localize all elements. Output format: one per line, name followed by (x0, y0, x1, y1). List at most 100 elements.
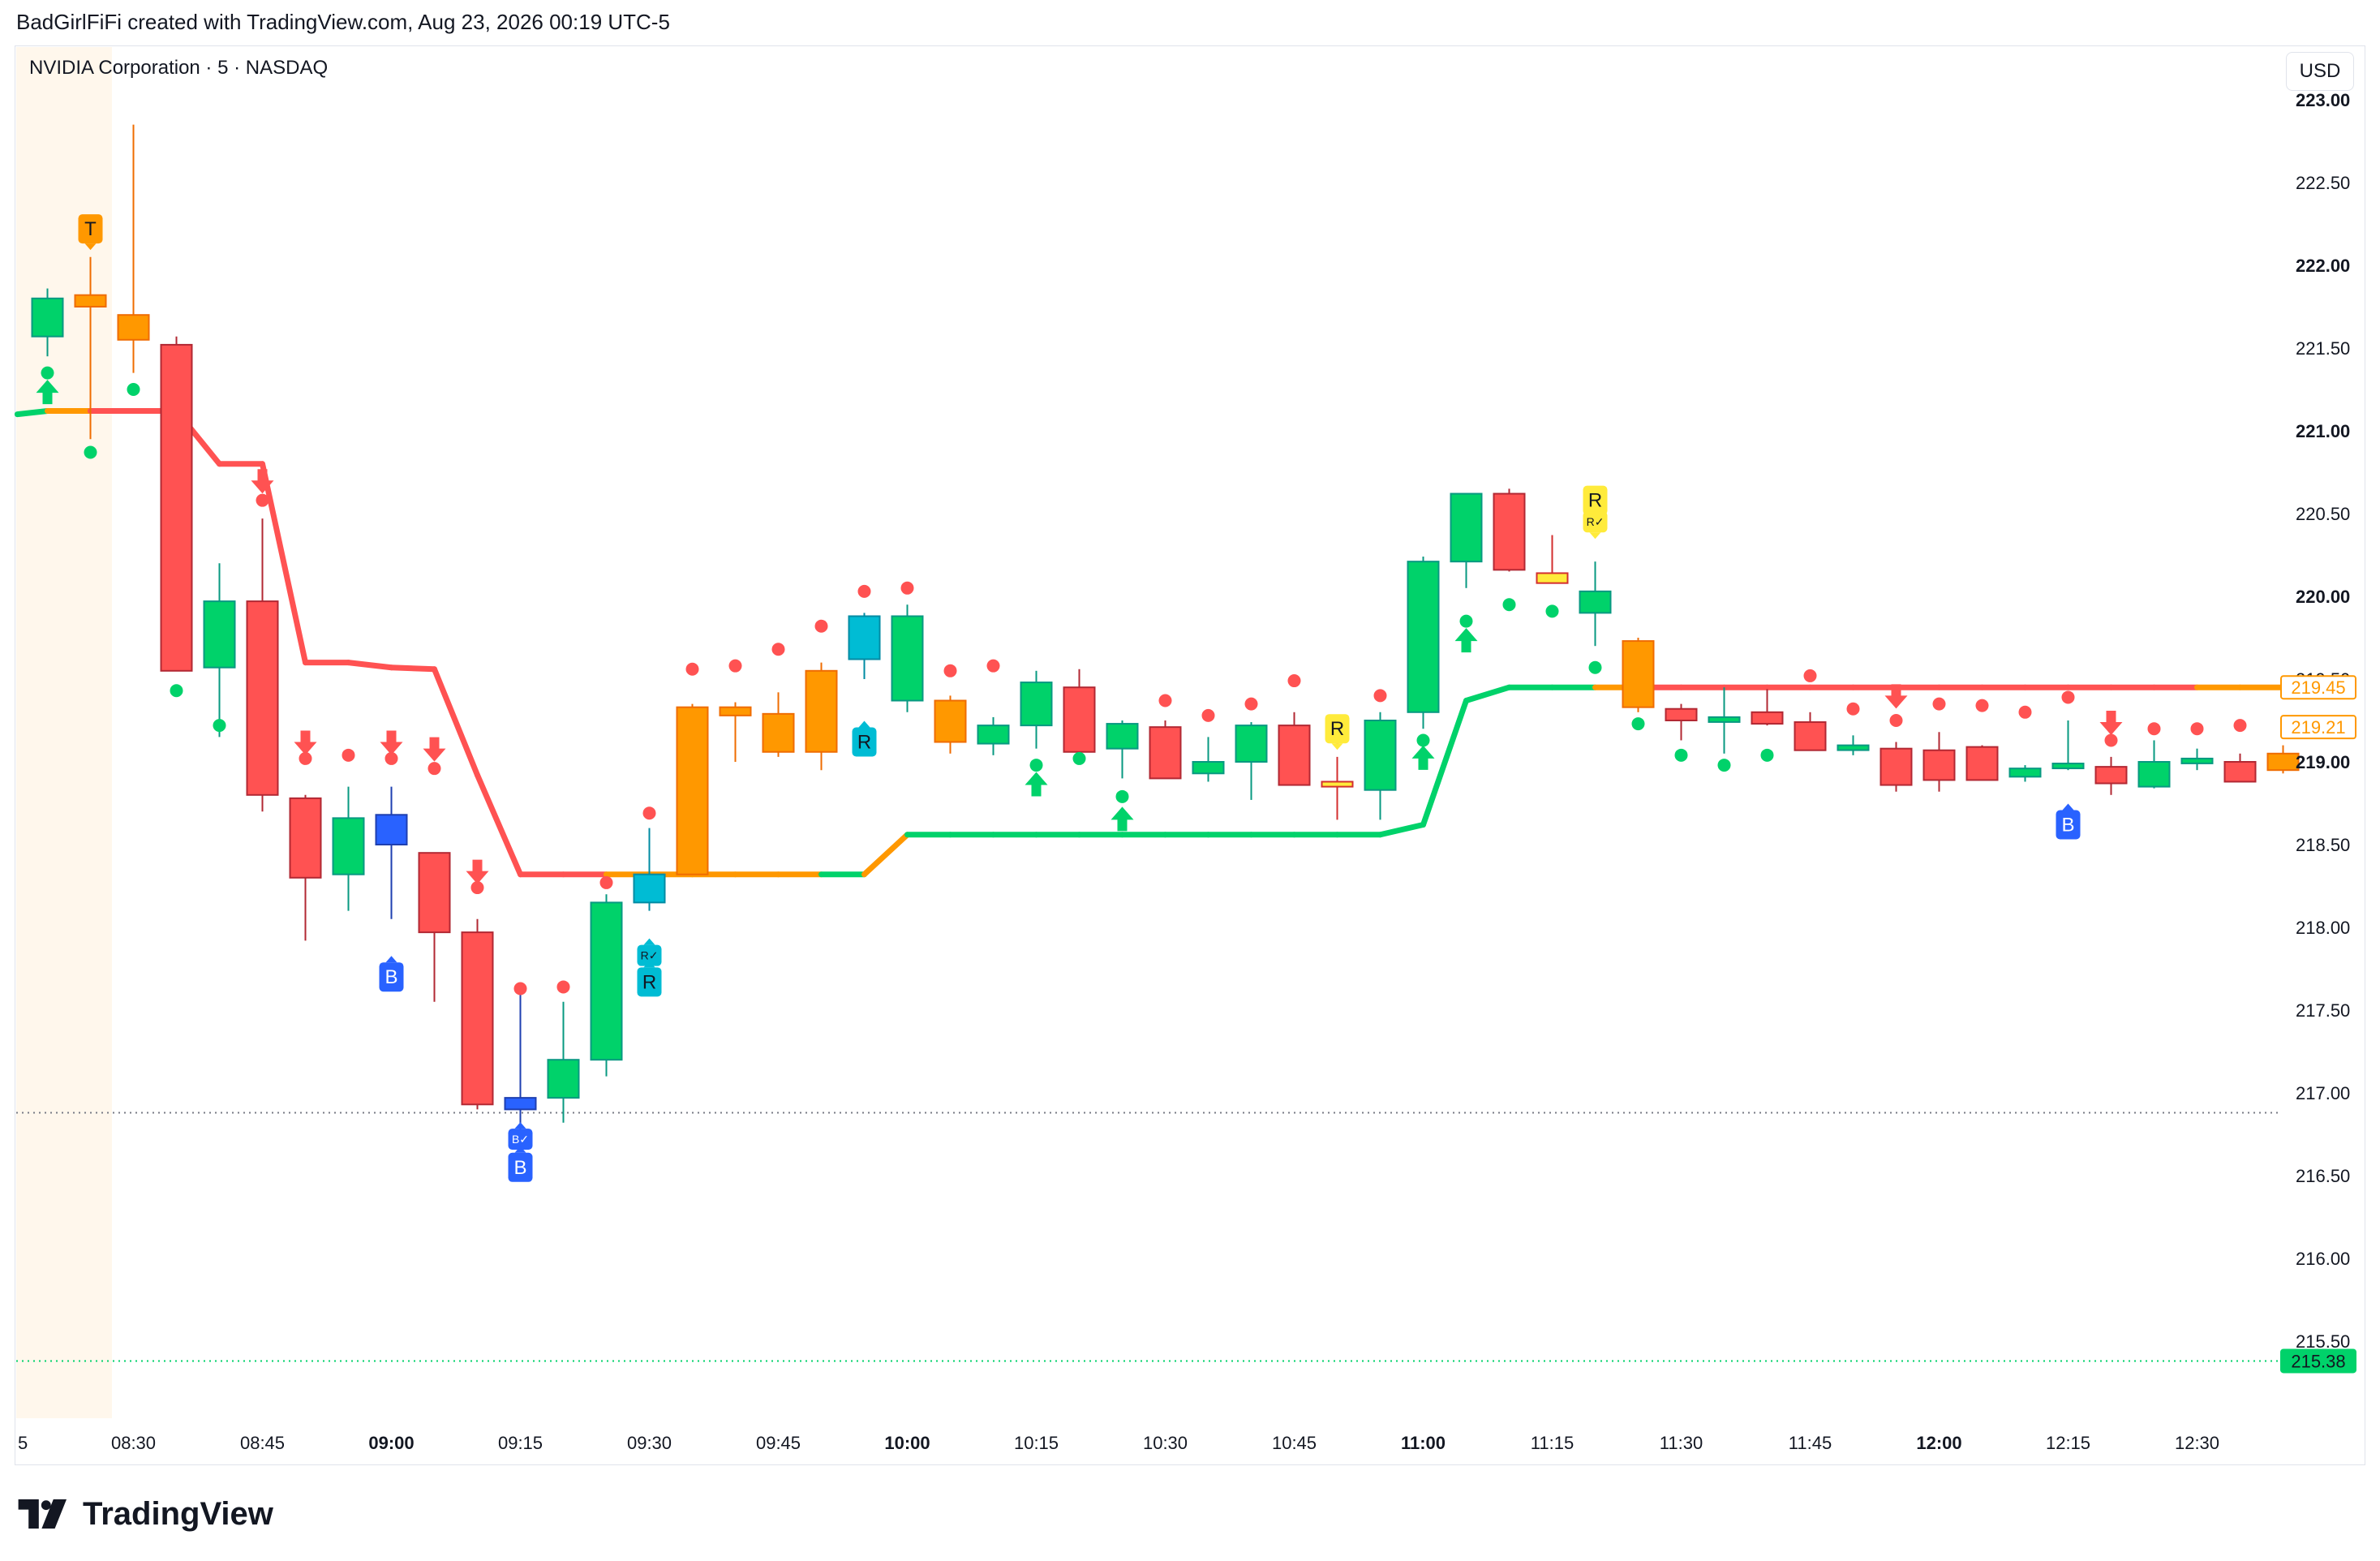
candle-body (633, 873, 666, 904)
price-marker-text: 215.38 (2291, 1351, 2345, 1371)
tradingview-logo[interactable]: TradingView (18, 1493, 273, 1535)
candle-body (1922, 749, 1956, 781)
candle-19 (848, 613, 881, 679)
signal-dot (1889, 714, 1903, 727)
candle-37 (1622, 638, 1655, 712)
signal-dot (1115, 789, 1129, 803)
arrow-up-icon (1111, 806, 1134, 832)
candle-body (1450, 492, 1483, 563)
y-axis-label: 215.50 (2296, 1331, 2350, 1352)
signal-dot (1416, 733, 1430, 747)
candle-body (2051, 763, 2085, 770)
x-axis-label: 11:00 (1401, 1433, 1446, 1453)
candle-body (590, 901, 623, 1061)
x-axis-label: 11:45 (1789, 1433, 1832, 1453)
candle-body (203, 600, 236, 669)
signal-dot (2104, 733, 2118, 747)
currency-button[interactable]: USD (2286, 52, 2354, 91)
signal-dot (1631, 717, 1645, 731)
supertrend-segment (260, 461, 308, 666)
signal-label-b: B (2056, 803, 2081, 840)
candle-43 (1880, 742, 1913, 792)
candle-body (74, 294, 107, 308)
candle-45 (1965, 745, 1999, 781)
candle-9 (418, 852, 451, 1002)
y-axis-label: 219.00 (2296, 752, 2350, 772)
signal-label-pointer (514, 1122, 526, 1129)
candle-41 (1794, 712, 1827, 751)
supertrend-segment (1463, 684, 1512, 704)
signal-label-pointer (385, 956, 397, 963)
signal-dot (1932, 697, 1946, 711)
candle-body (2266, 752, 2300, 772)
signal-dot (1373, 689, 1387, 703)
x-axis-label: 09:45 (756, 1433, 801, 1453)
y-axis-label: 222.00 (2296, 256, 2350, 276)
signal-dot (41, 366, 54, 380)
signal-label-box (1583, 485, 1608, 515)
x-axis-label: 08:30 (111, 1433, 156, 1453)
price-marker-box (2280, 715, 2356, 740)
signal-dot (213, 719, 226, 733)
signal-dot (814, 619, 828, 633)
y-axis-label: 216.50 (2296, 1166, 2350, 1186)
signal-label-box (637, 944, 662, 966)
signal-label-text: B (2061, 815, 2074, 836)
supertrend-segment (1377, 822, 1426, 838)
x-axis-edge-label: 5 (18, 1433, 28, 1453)
candle-body (1149, 726, 1182, 780)
supertrend-segment (1420, 698, 1469, 828)
signal-dot (256, 493, 269, 507)
candle-40 (1751, 689, 1784, 726)
candle-1 (74, 256, 107, 440)
candle-21 (934, 695, 967, 754)
candle-body (246, 600, 279, 796)
candle-35 (1536, 535, 1569, 584)
brand-name: TradingView (83, 1495, 273, 1532)
signal-dot (900, 581, 914, 595)
candle-body (160, 343, 193, 672)
candle-18 (805, 662, 838, 771)
candle-body (1020, 682, 1053, 727)
candle-4 (203, 563, 236, 737)
signal-dot (943, 664, 957, 677)
arrow-up-icon (1454, 628, 1478, 653)
y-axis-label: 216.00 (2296, 1249, 2350, 1269)
y-axis-label: 223.00 (2296, 90, 2350, 110)
x-axis-label: 10:00 (884, 1433, 930, 1453)
candle-body (1708, 716, 1741, 723)
x-axis-label: 12:15 (2046, 1433, 2090, 1453)
candle-body (1364, 720, 1397, 791)
y-axis-label: 218.50 (2296, 835, 2350, 855)
arrow-up-icon (1411, 745, 1435, 770)
signal-dot (84, 445, 97, 459)
signal-label-b: B (508, 1146, 533, 1182)
candle-body (1321, 780, 1354, 788)
candle-46 (2008, 765, 2042, 782)
signal-label-box (852, 727, 877, 757)
tradingview-logo-icon (18, 1499, 67, 1529)
signal-dot (1459, 614, 1473, 628)
signal-label-text: R (642, 971, 656, 993)
y-axis-label: 218.00 (2296, 918, 2350, 938)
symbol-title[interactable]: NVIDIA Corporation · 5 · NASDAQ (29, 57, 329, 79)
candle-28 (1235, 722, 1268, 800)
supertrend-segment (475, 772, 523, 878)
signal-label-b: B (379, 956, 404, 992)
candle-2 (117, 124, 150, 373)
candle-body (676, 706, 709, 875)
signal-dot (1760, 748, 1774, 762)
signal-label-text: R (1330, 718, 1344, 740)
signal-dot (1029, 759, 1043, 772)
candle-48 (2094, 756, 2128, 795)
signal-dot (1803, 669, 1817, 682)
signal-dot (427, 762, 441, 776)
candle-26 (1149, 720, 1182, 780)
candle-body (891, 615, 924, 702)
candle-body (1665, 707, 1698, 721)
signal-label-box (1325, 714, 1350, 744)
y-axis-label: 221.00 (2296, 421, 2350, 441)
signal-dot (342, 748, 355, 762)
signal-label-text: R (1588, 490, 1602, 512)
